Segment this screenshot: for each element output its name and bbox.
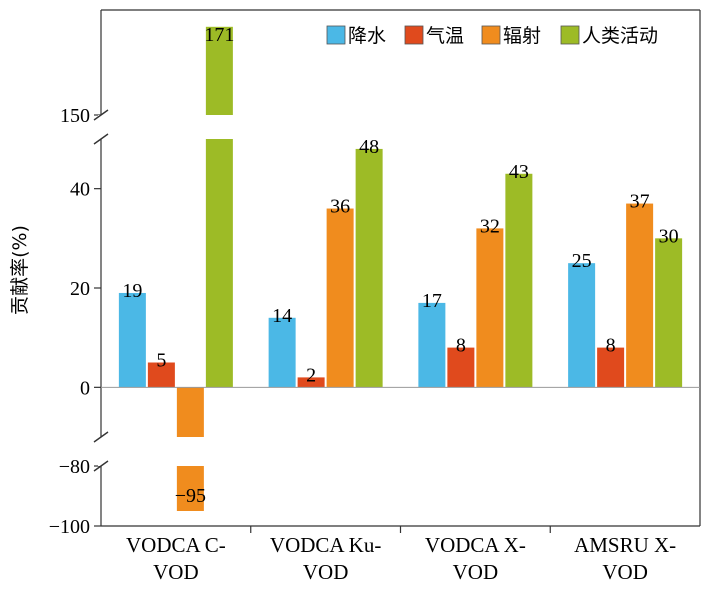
data-label: 37 [630, 191, 650, 213]
y-axis-title: 贡献率(%) [9, 225, 31, 315]
data-label: 8 [456, 335, 466, 357]
data-label: −95 [175, 485, 206, 507]
legend-swatch [481, 25, 501, 45]
axes: −100 −80 0 20 40 150 VODCA C- VOD VODCA Ku- VOD VO… [49, 9, 701, 584]
axis-break-mark [93, 109, 109, 121]
legend-swatch [560, 25, 580, 45]
x-tick-label: AMSRU X- [574, 533, 676, 557]
bar [297, 377, 325, 388]
y-tick-label: 0 [80, 377, 90, 399]
x-tick-label: VODCA C- [126, 533, 226, 557]
x-tick-label: VOD [303, 560, 349, 584]
legend-swatch [404, 25, 424, 45]
legend: 降水 气温 辐射 人类活动 [326, 25, 658, 47]
data-label: 19 [122, 280, 142, 302]
bar [268, 317, 296, 388]
data-label: 5 [156, 350, 166, 372]
data-label: 2 [306, 364, 316, 386]
axis-break-gap [98, 437, 695, 466]
y-tick-label: −100 [49, 516, 90, 538]
y-tick-label: 150 [60, 105, 90, 127]
bar [355, 148, 383, 388]
bar [326, 208, 354, 388]
bar [655, 238, 683, 388]
data-label: 43 [509, 161, 529, 183]
legend-entry: 人类活动 [582, 25, 658, 47]
legend-entry: 辐射 [503, 25, 541, 47]
x-tick-label: VODCA X- [425, 533, 526, 557]
data-label: 17 [422, 290, 442, 312]
x-tick-label: VOD [453, 560, 499, 584]
data-label: 25 [572, 250, 592, 272]
y-tick-label: 40 [70, 179, 90, 201]
legend-entry: 降水 [348, 25, 386, 47]
y-tick-label: −80 [59, 456, 90, 478]
data-label: 8 [606, 335, 616, 357]
bar [476, 228, 504, 388]
x-tick-label: VOD [153, 560, 199, 584]
data-label: 171 [204, 24, 234, 46]
legend-swatch [326, 25, 346, 45]
axis-break-gap [98, 115, 695, 139]
axis-break-mark [93, 431, 109, 443]
bar [447, 347, 475, 388]
bar [418, 302, 446, 388]
bar [147, 362, 175, 388]
axis-break-mark [93, 133, 109, 145]
bar [118, 292, 146, 388]
data-label: 14 [272, 305, 292, 327]
data-label: 36 [330, 196, 350, 218]
bar [597, 347, 625, 388]
data-label: 30 [659, 225, 679, 247]
axis-break-mark [93, 460, 109, 472]
bar [568, 263, 596, 388]
x-tick-label: VOD [602, 560, 648, 584]
bar [205, 26, 233, 388]
data-labels: 19 5 −95 171 14 2 36 48 17 8 32 43 25 8 37 30 [122, 24, 678, 507]
data-label: 32 [480, 215, 500, 237]
data-label: 48 [359, 136, 379, 158]
y-tick-label: 20 [70, 278, 90, 300]
bar [505, 173, 533, 388]
x-tick-label: VODCA Ku- [270, 533, 381, 557]
legend-entry: 气温 [426, 25, 464, 47]
bar [626, 203, 654, 388]
bars [118, 26, 683, 511]
